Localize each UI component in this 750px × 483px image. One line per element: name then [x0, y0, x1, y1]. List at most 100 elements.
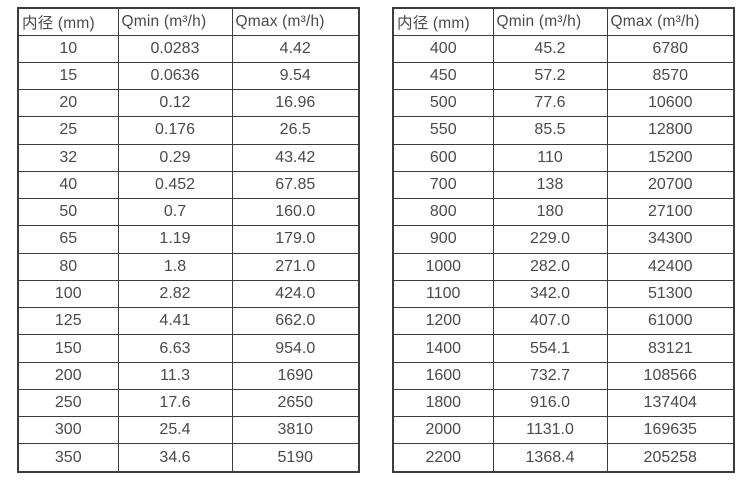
- table-cell: 1800: [392, 388, 494, 418]
- table-row: 25 0.176 26.5: [17, 116, 360, 145]
- table-cell: 0.7: [117, 198, 233, 227]
- table-cell: 554.1: [492, 334, 608, 363]
- table-cell: 954.0: [231, 334, 360, 363]
- table-body: 400 45.2 6780 450 57.2 8570 500 77.6 10600 550 85.…: [392, 34, 735, 473]
- table-cell: 0.176: [117, 116, 233, 145]
- table-cell: 34300: [606, 225, 735, 254]
- table-row: 700 138 20700: [392, 170, 735, 200]
- table-cell: 700: [392, 170, 494, 200]
- table-cell: 85.5: [492, 116, 608, 145]
- table-cell: 2000: [392, 416, 494, 445]
- table-row: 200 11.3 1690: [17, 361, 360, 390]
- table-cell: 0.452: [117, 170, 233, 200]
- table-cell: 1368.4: [492, 443, 608, 473]
- table-row: 350 34.6 5190: [17, 443, 360, 473]
- table-row: 2000 1131.0 169635: [392, 416, 735, 445]
- table-cell: 110: [492, 143, 608, 172]
- table-cell: 57.2: [492, 61, 608, 91]
- table-cell: 407.0: [492, 307, 608, 336]
- table-cell: 2.82: [117, 279, 233, 309]
- table-cell: 8570: [606, 61, 735, 91]
- table-cell: 43.42: [231, 143, 360, 172]
- table-row: 600 110 15200: [392, 143, 735, 172]
- table-row: 450 57.2 8570: [392, 61, 735, 91]
- table-row: 50 0.7 160.0: [17, 198, 360, 227]
- table-cell: 205258: [606, 443, 735, 473]
- table-row: 500 77.6 10600: [392, 89, 735, 118]
- table-row: 1800 916.0 137404: [392, 388, 735, 418]
- table-row: 20 0.12 16.96: [17, 89, 360, 118]
- table-cell: 1131.0: [492, 416, 608, 445]
- table-cell: 61000: [606, 307, 735, 336]
- table-cell: 80: [17, 252, 119, 281]
- table-row: 40 0.452 67.85: [17, 170, 360, 200]
- table-cell: 0.0636: [117, 61, 233, 91]
- table-cell: 1400: [392, 334, 494, 363]
- column-header: Qmax (m³/h): [231, 7, 360, 36]
- table-cell: 12800: [606, 116, 735, 145]
- table-cell: 229.0: [492, 225, 608, 254]
- table-cell: 15200: [606, 143, 735, 172]
- table-cell: 424.0: [231, 279, 360, 309]
- table-cell: 271.0: [231, 252, 360, 281]
- table-cell: 65: [17, 225, 119, 254]
- table-cell: 137404: [606, 388, 735, 418]
- table-row: 250 17.6 2650: [17, 388, 360, 418]
- table-cell: 1100: [392, 279, 494, 309]
- table-cell: 342.0: [492, 279, 608, 309]
- table-cell: 1200: [392, 307, 494, 336]
- table-row: 15 0.0636 9.54: [17, 61, 360, 91]
- table-row: 550 85.5 12800: [392, 116, 735, 145]
- table-cell: 160.0: [231, 198, 360, 227]
- table-cell: 108566: [606, 361, 735, 390]
- table-header: 内径 (mm) Qmin (m³/h) Qmax (m³/h): [392, 7, 735, 36]
- table-row: 10 0.0283 4.42: [17, 34, 360, 63]
- table-cell: 27100: [606, 198, 735, 227]
- table-row: 1100 342.0 51300: [392, 279, 735, 309]
- table-cell: 42400: [606, 252, 735, 281]
- table-cell: 17.6: [117, 388, 233, 418]
- table-cell: 169635: [606, 416, 735, 445]
- table-cell: 662.0: [231, 307, 360, 336]
- table-cell: 200: [17, 361, 119, 390]
- table-row: 150 6.63 954.0: [17, 334, 360, 363]
- table-cell: 77.6: [492, 89, 608, 118]
- table-cell: 550: [392, 116, 494, 145]
- table-cell: 34.6: [117, 443, 233, 473]
- table-cell: 1000: [392, 252, 494, 281]
- column-header: Qmin (m³/h): [117, 7, 233, 36]
- table-cell: 150: [17, 334, 119, 363]
- table-cell: 180: [492, 198, 608, 227]
- table-cell: 2200: [392, 443, 494, 473]
- table-cell: 250: [17, 388, 119, 418]
- table-cell: 11.3: [117, 361, 233, 390]
- table-cell: 138: [492, 170, 608, 200]
- table-cell: 45.2: [492, 34, 608, 63]
- table-cell: 10: [17, 34, 119, 63]
- table-body: 10 0.0283 4.42 15 0.0636 9.54 20 0.12 16.96 25 0.1…: [17, 34, 360, 473]
- table-cell: 500: [392, 89, 494, 118]
- table-cell: 1600: [392, 361, 494, 390]
- table-row: 400 45.2 6780: [392, 34, 735, 63]
- table-cell: 6780: [606, 34, 735, 63]
- table-cell: 732.7: [492, 361, 608, 390]
- table-cell: 2650: [231, 388, 360, 418]
- table-cell: 350: [17, 443, 119, 473]
- table-cell: 1.19: [117, 225, 233, 254]
- table-cell: 5190: [231, 443, 360, 473]
- table-cell: 51300: [606, 279, 735, 309]
- column-header: Qmax (m³/h): [606, 7, 735, 36]
- table-cell: 16.96: [231, 89, 360, 118]
- table-cell: 400: [392, 34, 494, 63]
- table-cell: 600: [392, 143, 494, 172]
- table-cell: 6.63: [117, 334, 233, 363]
- table-cell: 40: [17, 170, 119, 200]
- table-cell: 100: [17, 279, 119, 309]
- table-row: 65 1.19 179.0: [17, 225, 360, 254]
- table-row: 1200 407.0 61000: [392, 307, 735, 336]
- table-cell: 83121: [606, 334, 735, 363]
- column-header: Qmin (m³/h): [492, 7, 608, 36]
- table-row: 800 180 27100: [392, 198, 735, 227]
- table-cell: 25: [17, 116, 119, 145]
